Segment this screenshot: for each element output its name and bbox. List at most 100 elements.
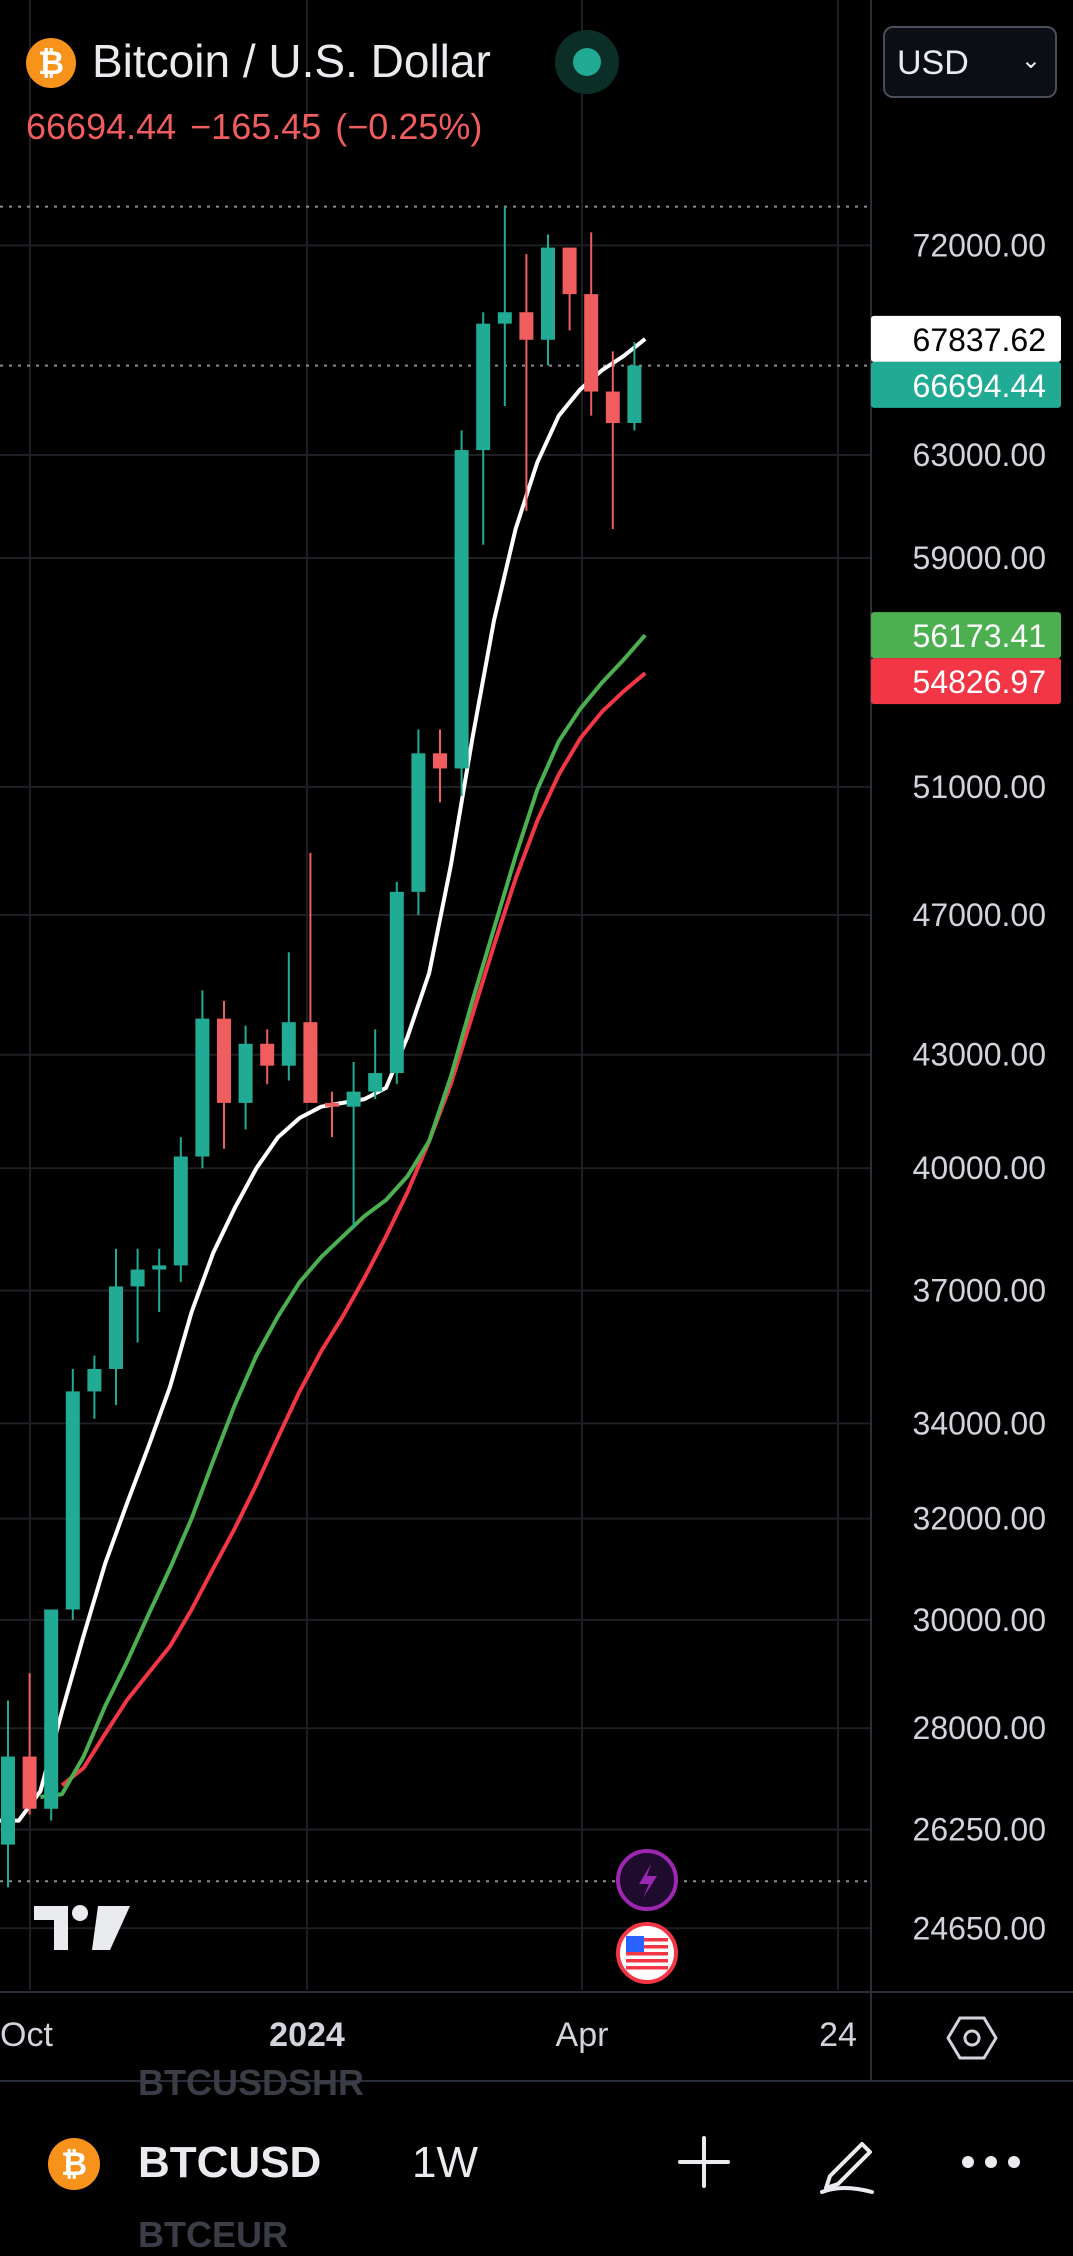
bitcoin-logo-icon: ₿: [26, 38, 76, 88]
price-label-box: [871, 315, 1061, 362]
candle: [195, 990, 210, 1169]
candle-body: [130, 1269, 145, 1287]
symbol-title[interactable]: Bitcoin / U.S. Dollar: [92, 35, 491, 87]
price-label-text: 66694.44: [913, 368, 1046, 404]
x-tick-label: 2024: [269, 2016, 345, 2054]
y-tick-label: 40000.00: [913, 1150, 1046, 1186]
bitcoin-logo-icon: ₿: [48, 2138, 100, 2190]
market-open-indicator-icon: [555, 30, 619, 94]
x-tick-label: Apr: [556, 2016, 609, 2054]
price-label-text: 54826.97: [913, 664, 1046, 700]
candle-body: [346, 1091, 361, 1107]
candle-body: [238, 1043, 253, 1103]
plus-icon[interactable]: [672, 2130, 736, 2194]
y-tick-label: 28000.00: [913, 1710, 1046, 1746]
candle-body: [87, 1368, 102, 1392]
currency-select[interactable]: USD ⌄: [883, 26, 1057, 98]
candle-body: [281, 1022, 296, 1066]
chart-header: ₿ Bitcoin / U.S. Dollar 66694.44 −165.45 (…: [0, 0, 860, 160]
candle-body: [476, 323, 491, 451]
candle-body: [584, 294, 599, 392]
candle: [152, 1248, 167, 1313]
candle: [217, 1000, 231, 1149]
candle-body: [389, 891, 404, 1074]
candle-body: [173, 1156, 188, 1266]
candle: [303, 852, 318, 1103]
price-change-percent: (−0.25%): [335, 106, 483, 147]
price-axis: 72000.00 63000.00 59000.00 51000.00 47000.00…: [0, 0, 1073, 2080]
candle-body: [217, 1018, 231, 1103]
y-tick-label: 30000.00: [913, 1602, 1046, 1638]
ma-white-line: [0, 337, 647, 1823]
ma-red-line: [60, 671, 647, 1787]
price-label-text: 67837.62: [913, 322, 1046, 358]
candle-body: [497, 312, 512, 324]
price-change: −165.45: [190, 106, 322, 147]
candle: [389, 881, 404, 1085]
chart-grid: [0, 0, 870, 1990]
price-label-box: [871, 361, 1061, 408]
candle: [562, 247, 577, 331]
candle-body: [152, 1265, 167, 1270]
x-tick-label: Oct: [0, 2016, 53, 2054]
candle: [605, 351, 620, 530]
ghost-symbol-below: BTCEUR: [138, 2214, 288, 2255]
y-tick-label: 47000.00: [913, 897, 1046, 933]
ghost-symbol-above: BTCUSDSHR: [138, 2062, 365, 2103]
candles: [1, 206, 642, 1888]
candle-body: [325, 1102, 339, 1107]
flag-stripe: [626, 1938, 668, 1942]
drawing-pen-icon[interactable]: [812, 2126, 884, 2198]
event-icons: [616, 1849, 678, 1984]
candle-body: [368, 1073, 383, 1092]
price-label-box: [871, 612, 1061, 659]
candle: [281, 952, 296, 1081]
y-tick-label: 24650.00: [913, 1910, 1046, 1946]
x-tick-label: 24: [819, 2016, 857, 2054]
symbol-button[interactable]: BTCUSD: [138, 2138, 322, 2187]
y-tick-label: 26250.00: [913, 1812, 1046, 1848]
price-change-line: 66694.44 −165.45 (−0.25%): [26, 106, 496, 148]
candle-body: [303, 1022, 318, 1103]
candle-body: [541, 247, 555, 340]
candle: [130, 1248, 145, 1343]
candle-body: [195, 1018, 210, 1157]
lightning-bolt-icon: [639, 1864, 657, 1898]
candle: [65, 1368, 80, 1620]
y-tick-label: 32000.00: [913, 1501, 1046, 1537]
flag-stripe: [626, 1959, 668, 1963]
candle: [1, 1700, 15, 1888]
y-tick-label: 51000.00: [913, 769, 1046, 805]
dotted-levels: [0, 205, 870, 1883]
candle-body: [627, 365, 642, 423]
time-axis: Oct 2024 Apr 24: [0, 2016, 857, 2054]
candle: [541, 234, 555, 366]
candle: [519, 254, 534, 511]
candle-body: [411, 753, 426, 892]
y-tick-label: 43000.00: [913, 1037, 1046, 1073]
candle-body: [22, 1756, 37, 1809]
flag-stripe: [626, 1952, 668, 1956]
candle: [346, 1062, 361, 1229]
candle: [87, 1355, 102, 1419]
price-chart[interactable]: 72000.00 63000.00 59000.00 51000.00 47000.00…: [0, 0, 1073, 2080]
y-tick-label: 63000.00: [913, 437, 1046, 473]
interval-button[interactable]: 1W: [412, 2138, 478, 2187]
price-label-text: 56173.41: [913, 618, 1046, 654]
candle: [238, 1025, 253, 1130]
candle: [44, 1609, 59, 1821]
chart-settings-icon[interactable]: [946, 2012, 998, 2064]
y-tick-label: 72000.00: [913, 227, 1046, 263]
candle-body: [454, 450, 469, 769]
candle-body: [44, 1609, 59, 1809]
ma-green-line: [40, 633, 647, 1799]
last-price: 66694.44: [26, 106, 177, 147]
price-label-box: [871, 658, 1061, 705]
candle: [109, 1248, 123, 1406]
candle-body: [260, 1043, 275, 1066]
y-tick-label: 34000.00: [913, 1405, 1046, 1441]
candle-body: [109, 1286, 123, 1369]
y-tick-label: 37000.00: [913, 1273, 1046, 1309]
candle-body: [605, 391, 620, 423]
more-options-icon[interactable]: [956, 2130, 1026, 2194]
